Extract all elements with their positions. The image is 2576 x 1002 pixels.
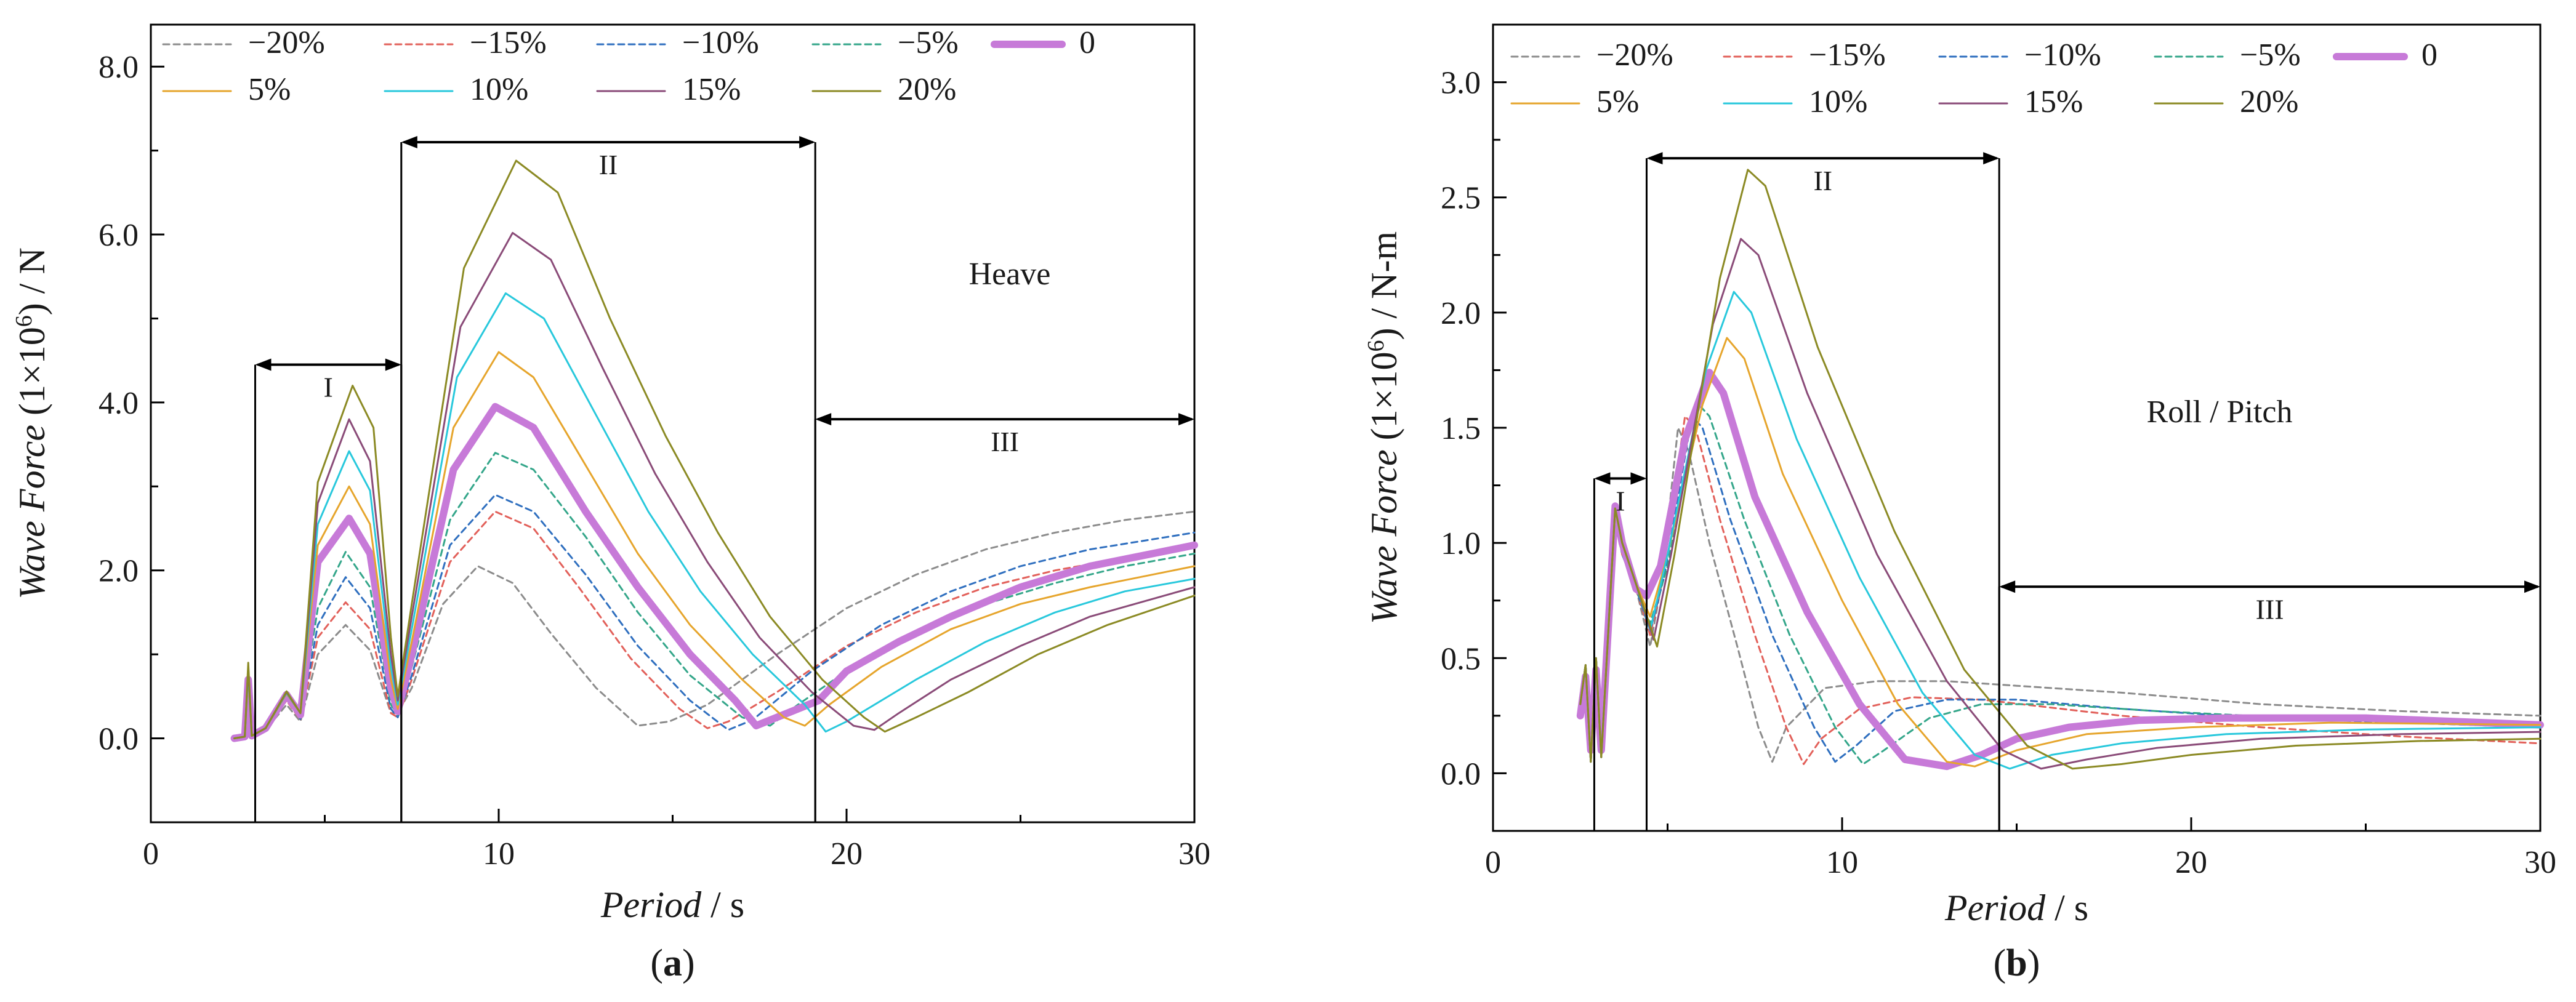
region-arrow-head bbox=[385, 358, 401, 371]
x-tick-label: 20 bbox=[2175, 845, 2207, 880]
y-axis-title-name: Wave Force bbox=[12, 425, 52, 599]
region-arrow-head bbox=[1630, 472, 1647, 485]
legend-label: −15% bbox=[470, 25, 547, 60]
x-tick-label: 20 bbox=[831, 836, 863, 872]
region-label: II bbox=[599, 149, 618, 180]
y-axis-title-suffix: ) / N-m bbox=[1364, 231, 1404, 340]
y-axis-title-unit: (1×10 bbox=[1364, 352, 1404, 450]
legend-label: 5% bbox=[248, 72, 291, 107]
legend-label: 15% bbox=[682, 72, 741, 107]
y-tick-label: 1.5 bbox=[1441, 411, 1481, 446]
y-axis-title-exponent: 6 bbox=[1363, 340, 1389, 352]
series-line-p20 bbox=[1579, 169, 2542, 770]
x-axis-title: Period / s bbox=[600, 884, 744, 925]
y-tick-label: 0.0 bbox=[1441, 756, 1481, 792]
panel-label-open-paren: ( bbox=[650, 942, 663, 984]
y-tick-label: 4.0 bbox=[99, 386, 139, 421]
region-arrow-head bbox=[1999, 580, 2016, 593]
y-tick-label: 0.5 bbox=[1441, 641, 1481, 676]
region-label: III bbox=[991, 426, 1019, 457]
legend: −20% −15% −10% −5% 0 5% 10% 15% 20% bbox=[162, 25, 1095, 107]
region-label: I bbox=[1616, 485, 1625, 516]
region-arrow-head bbox=[1646, 152, 1663, 165]
legend-label: −10% bbox=[682, 25, 759, 60]
x-tick-label: 10 bbox=[483, 836, 515, 872]
series-line-p10 bbox=[1579, 291, 2542, 770]
x-axis-title: Period / s bbox=[1944, 888, 2088, 928]
legend-label: −15% bbox=[1809, 38, 1886, 73]
x-tick-label: 0 bbox=[1485, 845, 1501, 880]
legend: −20% −15% −10% −5% 0 5% 10% 15% 20% bbox=[1510, 38, 2437, 119]
panel-label-close-paren: ) bbox=[682, 942, 695, 984]
legend-label: 0 bbox=[1079, 25, 1095, 60]
y-tick-label: 3.0 bbox=[1441, 66, 1481, 101]
region-arrow-head bbox=[799, 135, 816, 148]
series-group bbox=[230, 159, 1198, 742]
panel-label: (a) bbox=[650, 942, 694, 984]
panel-label-letter: b bbox=[2006, 942, 2027, 984]
y-tick-label: 8.0 bbox=[99, 50, 139, 85]
panel-annotation: Heave bbox=[969, 257, 1051, 292]
panel-label: (b) bbox=[1994, 942, 2040, 984]
series-line-p20 bbox=[233, 159, 1196, 740]
y-axis-title-suffix: ) / N bbox=[12, 247, 52, 315]
panel-annotation: Roll / Pitch bbox=[2147, 395, 2293, 430]
y-tick-label: 2.5 bbox=[1441, 181, 1481, 216]
legend-label: 10% bbox=[470, 72, 528, 107]
series-line-p10 bbox=[233, 292, 1196, 740]
legend-label: 0 bbox=[2421, 38, 2437, 73]
legend-label: 15% bbox=[2024, 84, 2083, 119]
series-line-m15 bbox=[1579, 415, 2542, 765]
region-arrow-head bbox=[255, 358, 272, 371]
series-line-m5 bbox=[1579, 404, 2542, 765]
y-tick-label: 1.0 bbox=[1441, 526, 1481, 561]
x-tick-label: 10 bbox=[1826, 845, 1858, 880]
y-axis-title-exponent: 6 bbox=[11, 315, 37, 327]
legend-label: 10% bbox=[1809, 84, 1867, 119]
series-line-m10 bbox=[1579, 415, 2542, 763]
legend-label: −5% bbox=[898, 25, 959, 60]
region-arrow-head bbox=[401, 135, 417, 148]
y-tick-label: 2.0 bbox=[1441, 296, 1481, 331]
legend-label: 20% bbox=[2240, 84, 2298, 119]
x-axis-title-unit: / s bbox=[701, 884, 744, 925]
y-tick-label: 6.0 bbox=[99, 218, 139, 253]
region-arrow-head bbox=[815, 413, 832, 426]
y-axis-title: Wave Force (1×106) / N bbox=[11, 247, 52, 599]
y-axis-title-unit: (1×10 bbox=[12, 327, 52, 425]
legend-label: −10% bbox=[2024, 38, 2101, 73]
legend-label: 20% bbox=[898, 72, 956, 107]
x-axis-title-name: Period bbox=[1944, 888, 2046, 928]
y-tick-label: 2.0 bbox=[99, 554, 139, 589]
x-axis-title-unit: / s bbox=[2045, 888, 2088, 928]
panel-label-open-paren: ( bbox=[1994, 942, 2006, 984]
x-tick-label: 30 bbox=[2524, 845, 2556, 880]
region-arrow-head bbox=[1178, 413, 1194, 426]
legend-label: −20% bbox=[248, 25, 325, 60]
legend-label: 5% bbox=[1596, 84, 1639, 119]
y-tick-label: 0.0 bbox=[99, 722, 139, 757]
x-tick-label: 30 bbox=[1178, 836, 1210, 872]
y-axis-title-name: Wave Force bbox=[1364, 449, 1404, 624]
x-axis-title-name: Period bbox=[600, 884, 702, 925]
region-arrow-head bbox=[1594, 472, 1611, 485]
series-line-zero bbox=[1576, 369, 2544, 771]
region-label: III bbox=[2256, 593, 2284, 625]
series-group bbox=[1576, 169, 2544, 771]
legend-label: −5% bbox=[2240, 38, 2301, 73]
region-arrow-head bbox=[1983, 152, 2000, 165]
panel-label-close-paren: ) bbox=[2027, 942, 2040, 984]
x-tick-label: 0 bbox=[143, 836, 159, 872]
series-line-m20 bbox=[1579, 427, 2542, 763]
region-arrow-head bbox=[2524, 580, 2540, 593]
legend-label: −20% bbox=[1596, 38, 1673, 73]
region-label: II bbox=[1813, 165, 1832, 196]
panel-label-letter: a bbox=[663, 942, 682, 984]
region-label: I bbox=[323, 372, 332, 403]
y-axis-title: Wave Force (1×106) / N-m bbox=[1363, 231, 1404, 624]
